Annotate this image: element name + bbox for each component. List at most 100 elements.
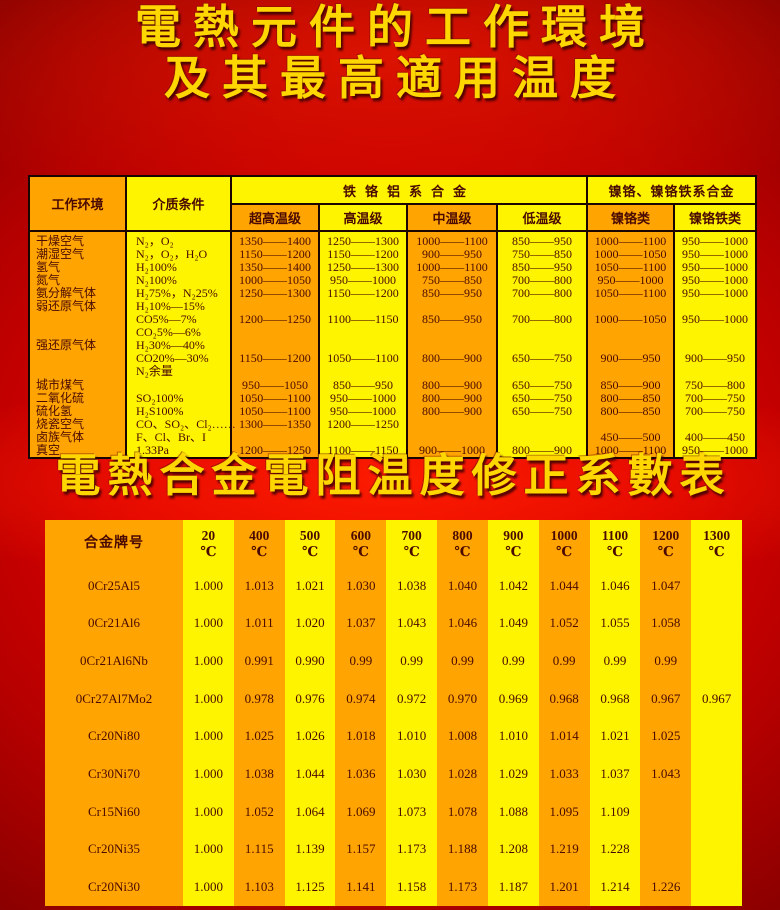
env-col-medium-grade: 1000——1100 900——950 1000——1100 750——850 850—… xyxy=(406,230,498,459)
coef-value: 1.037 xyxy=(335,604,387,643)
coef-header-temp-unit: ℃ xyxy=(403,543,420,559)
coef-value: 1.000 xyxy=(183,680,234,718)
coef-header-temp-unit: ℃ xyxy=(505,543,522,559)
env-header-group-nicr: 镍铬、镍铬铁系合金 xyxy=(586,175,758,205)
coef-value: 0.968 xyxy=(538,680,590,718)
coef-value: 1.011 xyxy=(233,604,285,643)
env-cell: 650——750 xyxy=(512,390,572,405)
coef-header-temp-unit: ℃ xyxy=(200,543,217,559)
coef-value: 1.125 xyxy=(284,868,336,906)
coef-header-temp-unit: ℃ xyxy=(606,543,624,559)
env-cell: 700——800 xyxy=(512,312,572,327)
env-col-medium: N₂，O₂ N₂，O₂，H₂O H₂100% N₂100% H₂75%，N₂25% H₂1… xyxy=(125,230,236,459)
coef-alloy-name: 0Cr25Al5 xyxy=(45,567,183,605)
coef-value: 0.991 xyxy=(233,642,285,680)
env-cell: 850——950 xyxy=(422,312,482,327)
env-cell: H₂10%—15% xyxy=(136,299,205,314)
env-cell: 400——450 xyxy=(685,429,746,444)
coef-value: 1.103 xyxy=(233,868,285,906)
coef-header-temp: 1200 ℃ xyxy=(640,520,692,567)
coef-value xyxy=(691,567,742,605)
env-cell: 750——850 xyxy=(512,247,572,262)
env-cell: 800——900 xyxy=(512,442,572,457)
environment-temperature-table: 工作环境 介质条件 铁铬铝系合金 镍铬、镍铬铁系合金 超高温级 高温级 中温级 … xyxy=(28,175,758,459)
coef-value: 1.219 xyxy=(538,830,590,869)
env-col-low: 850——950 750——850 850——950 700——800 700——800… xyxy=(495,230,589,459)
env-cell xyxy=(232,431,318,444)
coef-alloy-name: 0Cr21Al6Nb xyxy=(45,642,183,680)
env-cell: 强还原气体 xyxy=(36,338,97,353)
env-cell: 950——1000 xyxy=(682,260,749,275)
env-cell: 650——750 xyxy=(512,377,572,392)
env-cell: 950——1000 xyxy=(682,273,749,288)
env-cell: 1050——1100 xyxy=(239,390,311,405)
coef-value: 1.064 xyxy=(284,793,336,831)
env-cell: 1.33Pa xyxy=(136,442,169,457)
env-subheader-high: 高温级 xyxy=(318,203,408,232)
env-cell: 二氧化硫 xyxy=(36,390,85,405)
env-cell: 1300——1350 xyxy=(239,416,311,431)
coef-value: 1.115 xyxy=(233,830,285,869)
env-cell: 1100——1150 xyxy=(327,312,399,327)
env-header-environment: 工作环境 xyxy=(28,175,127,232)
coef-value: 1.033 xyxy=(538,755,590,793)
coef-alloy-name: Cr15Ni60 xyxy=(45,793,183,831)
coef-header-temp-value: 1200 xyxy=(652,527,680,543)
coef-value: 1.014 xyxy=(538,717,590,756)
coef-value: 1.187 xyxy=(487,868,539,906)
coef-header-temp-unit: ℃ xyxy=(251,543,268,559)
env-subheader-medium: 中温级 xyxy=(406,203,498,232)
env-cell: 950——1000 xyxy=(682,286,749,301)
coef-value: 1.173 xyxy=(437,868,488,906)
coef-value: 1.025 xyxy=(640,717,692,756)
coef-value: 1.141 xyxy=(335,868,387,906)
env-cell: 1050——1100 xyxy=(239,403,311,418)
coef-value: 0.978 xyxy=(233,680,285,718)
env-cell: 950——1000 xyxy=(330,273,396,288)
env-cell: 1150——1200 xyxy=(239,247,311,262)
env-cell: 1000——1050 xyxy=(594,247,667,262)
env-cell: N₂，O₂，H₂O xyxy=(136,247,208,262)
coef-value: 1.029 xyxy=(487,755,539,793)
env-cell: 750——850 xyxy=(422,273,482,288)
env-cell: 1050——1100 xyxy=(594,260,667,275)
coef-value: 1.095 xyxy=(538,793,590,831)
env-cell: 900——950 xyxy=(685,351,746,366)
env-cell: 1000——1050 xyxy=(239,273,311,288)
coef-value: 0.99 xyxy=(335,642,387,680)
coefficient-table-title: 電熱合金電阻温度修正系數表 xyxy=(55,451,732,501)
coef-value: 1.055 xyxy=(589,604,641,643)
env-header-group-fecral: 铁铬铝系合金 xyxy=(229,175,589,205)
env-cell: 1200——1250 xyxy=(239,312,311,327)
coef-value: 1.047 xyxy=(640,567,692,605)
env-cell: 700——750 xyxy=(685,390,746,405)
env-cell: 950——1000 xyxy=(330,390,396,405)
coef-header-temp: 1300 ℃ xyxy=(691,520,742,567)
coef-header-temp-unit: ℃ xyxy=(556,543,573,559)
env-cell: 弱还原气体 xyxy=(36,299,97,314)
coef-header-temp: 1100 ℃ xyxy=(589,520,641,567)
coef-header-temp-value: 800 xyxy=(452,527,473,543)
coef-value: 1.000 xyxy=(183,793,234,831)
coef-value: 1.000 xyxy=(183,604,234,643)
env-cell: F、Cl、Br、I xyxy=(136,429,207,444)
coef-value: 1.018 xyxy=(335,717,387,756)
coef-value: 1.000 xyxy=(183,830,234,869)
coef-value: 1.043 xyxy=(640,755,692,793)
coef-value: 0.970 xyxy=(437,680,488,718)
env-cell: 烧瓷空气 xyxy=(36,416,85,431)
coef-value: 1.008 xyxy=(437,717,488,756)
coef-header-temp: 800 ℃ xyxy=(437,520,488,567)
env-cell: 900——950 xyxy=(600,351,661,366)
env-cell xyxy=(675,418,755,431)
env-cell: 城市煤气 xyxy=(36,377,85,392)
coef-alloy-name: 0Cr27Al7Mo2 xyxy=(45,680,183,718)
coef-value: 1.044 xyxy=(538,567,590,605)
coef-header-temp: 20 ℃ xyxy=(183,520,234,567)
env-subheader-nicrfe: 镍铬铁类 xyxy=(673,203,758,232)
env-cell: 1350——1400 xyxy=(239,260,311,275)
coef-value: 0.967 xyxy=(691,680,742,718)
coef-header-temp-unit: ℃ xyxy=(301,543,319,559)
env-cell xyxy=(675,365,755,378)
